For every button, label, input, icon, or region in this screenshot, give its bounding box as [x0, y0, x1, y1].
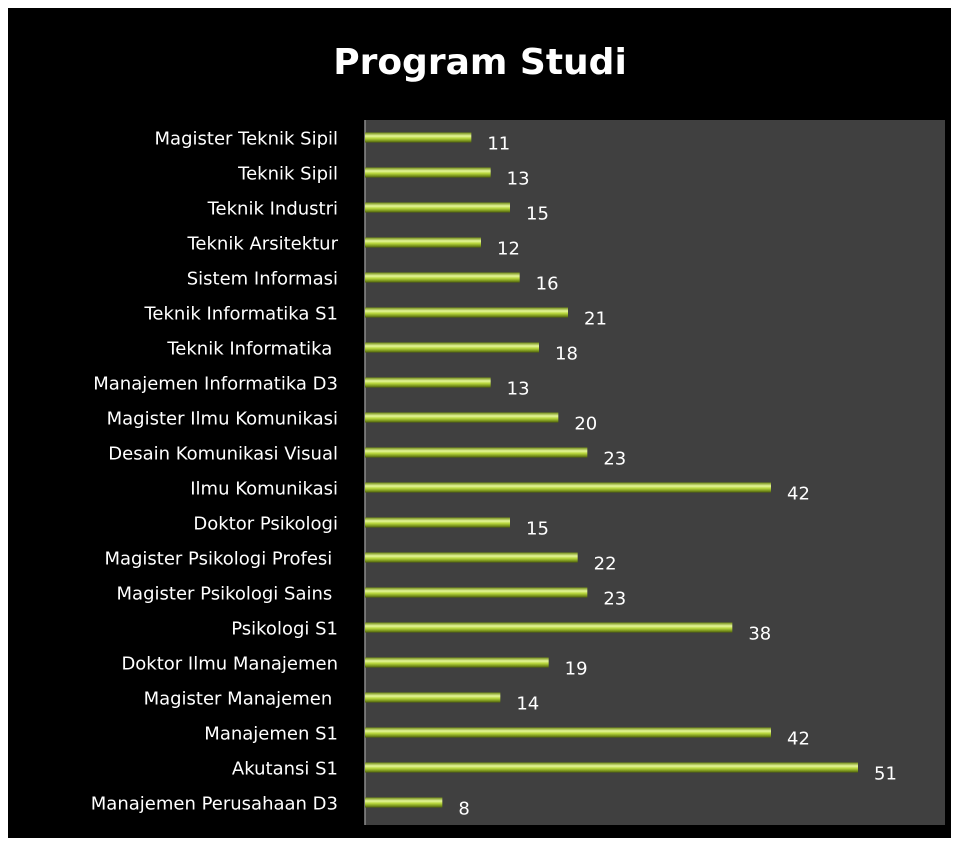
- bar: [365, 482, 771, 493]
- y-tick-label: Manajemen Perusahaan D3: [91, 794, 338, 815]
- y-tick-label: Teknik Informatika S1: [144, 304, 339, 325]
- data-label: 12: [497, 239, 520, 260]
- data-label: 11: [487, 134, 510, 155]
- bar: [365, 412, 559, 423]
- y-tick-label: Manajemen S1: [204, 724, 338, 745]
- y-tick-label: Akutansi S1: [232, 759, 338, 780]
- bar: [365, 517, 510, 528]
- data-label: 19: [565, 659, 588, 680]
- data-label: 20: [574, 414, 597, 435]
- y-tick-label: Teknik Industri: [207, 199, 338, 220]
- bar: [365, 342, 539, 353]
- data-label: 42: [787, 729, 810, 750]
- y-tick-label: Magister Manajemen: [144, 689, 338, 710]
- bar: [365, 272, 520, 283]
- bar: [365, 307, 568, 318]
- y-tick-label: Teknik Informatika: [166, 339, 338, 360]
- data-label: 15: [526, 204, 549, 225]
- bar: [365, 762, 858, 773]
- plot-area: [365, 120, 945, 825]
- y-tick-label: Manajemen Informatika D3: [93, 374, 338, 395]
- y-tick-label: Doktor Psikologi: [193, 514, 338, 535]
- y-tick-label: Sistem Informasi: [187, 269, 338, 290]
- bar: [365, 202, 510, 213]
- bar: [365, 587, 588, 598]
- y-tick-label: Psikologi S1: [231, 619, 338, 640]
- data-label: 8: [458, 799, 469, 820]
- bar: [365, 377, 491, 388]
- bar: [365, 692, 501, 703]
- bar: [365, 657, 549, 668]
- bar: [365, 552, 578, 563]
- bar: [365, 132, 472, 143]
- data-label: 38: [748, 624, 771, 645]
- y-tick-label: Ilmu Komunikasi: [190, 479, 338, 500]
- bar: [365, 797, 443, 808]
- data-label: 42: [787, 484, 810, 505]
- y-tick-label: Magister Psikologi Profesi: [104, 549, 338, 570]
- y-tick-label: Desain Komunikasi Visual: [108, 444, 338, 465]
- data-label: 23: [603, 449, 626, 470]
- bar: [365, 622, 733, 633]
- data-label: 21: [584, 309, 607, 330]
- data-label: 14: [516, 694, 539, 715]
- data-label: 23: [603, 589, 626, 610]
- y-tick-label: Teknik Arsitektur: [186, 234, 338, 255]
- y-tick-label: Teknik Sipil: [237, 164, 338, 185]
- bar: [365, 447, 588, 458]
- bar: [365, 237, 481, 248]
- data-label: 15: [526, 519, 549, 540]
- bar: [365, 727, 771, 738]
- data-label: 18: [555, 344, 578, 365]
- data-label: 51: [874, 764, 897, 785]
- data-label: 22: [594, 554, 617, 575]
- y-tick-label: Doktor Ilmu Manajemen: [121, 654, 338, 675]
- y-tick-label: Magister Teknik Sipil: [155, 129, 338, 150]
- y-tick-label: Magister Ilmu Komunikasi: [107, 409, 338, 430]
- data-label: 13: [507, 169, 530, 190]
- y-tick-label: Magister Psikologi Sains: [117, 584, 338, 605]
- bar: [365, 167, 491, 178]
- data-label: 16: [536, 274, 559, 295]
- data-label: 13: [507, 379, 530, 400]
- chart-title: Program Studi: [333, 42, 627, 83]
